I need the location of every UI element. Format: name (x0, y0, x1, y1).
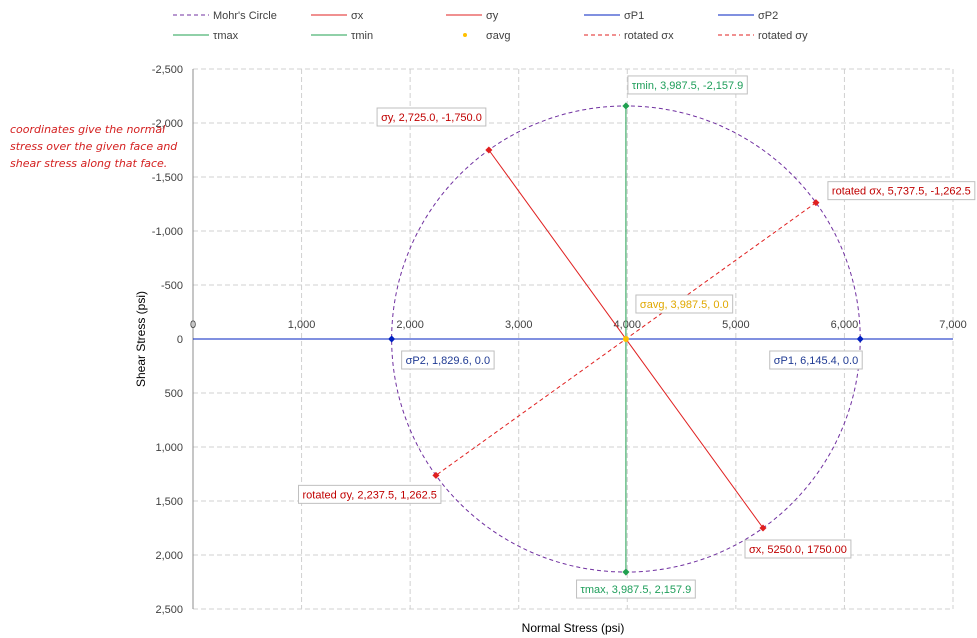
y-axis-title: Shear Stress (psi) (134, 291, 148, 387)
data-label-sigmaavg: σavg, 3,987.5, 0.0 (635, 294, 734, 314)
data-label-sigmap2: σP2, 1,829.6, 0.0 (401, 350, 495, 370)
x-axis-title: Normal Stress (psi) (522, 621, 625, 635)
svg-text:σy, 2,725.0, -1,750.0: σy, 2,725.0, -1,750.0 (381, 112, 482, 124)
legend-item-rotated-sigmax: rotated σx (584, 30, 674, 42)
legend-label: rotated σy (758, 30, 808, 42)
data-label-rotated-sigmax: rotated σx, 5,737.5, -1,262.5 (827, 181, 976, 201)
x-tick-label: 7,000 (939, 319, 967, 331)
y-tick-label: 500 (165, 388, 183, 400)
point-taumin (622, 102, 630, 110)
svg-text:τmin, 3,987.5, -2,157.9: τmin, 3,987.5, -2,157.9 (632, 80, 743, 92)
point-sigmax (759, 524, 767, 532)
legend-label: rotated σx (624, 30, 674, 42)
y-tick-label: 1,000 (155, 442, 183, 454)
legend-item-taumin: τmin (311, 30, 373, 42)
legend-item-sigmax: σx (311, 10, 364, 22)
legend-label: σP1 (624, 10, 644, 22)
y-tick-label: -1,500 (152, 172, 183, 184)
legend-item-sigmap1: σP1 (584, 10, 644, 22)
legend-label: σP2 (758, 10, 778, 22)
legend-label: Mohr's Circle (213, 10, 277, 22)
legend-marker (463, 33, 467, 37)
x-tick-label: 5,000 (722, 319, 750, 331)
y-tick-label: 0 (177, 334, 183, 346)
y-tick-label: 2,500 (155, 604, 183, 616)
y-tick-label: 2,000 (155, 550, 183, 562)
y-tick-label: -2,500 (152, 64, 183, 76)
data-label-sigmax: σx, 5250.0, 1750.00 (744, 539, 852, 559)
svg-text:rotated σx, 5,737.5, -1,262.5: rotated σx, 5,737.5, -1,262.5 (832, 186, 971, 198)
x-tick-label: 2,000 (396, 319, 424, 331)
y-tick-label: 1,500 (155, 496, 183, 508)
legend-item-sigmaavg: σavg (463, 30, 511, 42)
point-rotated-sigmay (432, 471, 440, 479)
legend-label: σy (486, 10, 499, 22)
x-tick-label: 4,000 (614, 319, 642, 331)
data-label-sigmay: σy, 2,725.0, -1,750.0 (376, 107, 487, 127)
svg-text:σP1, 6,145.4, 0.0: σP1, 6,145.4, 0.0 (774, 355, 858, 367)
legend-label: σavg (486, 30, 511, 42)
data-labels: σy, 2,725.0, -1,750.0 σx, 5250.0, 1750.00… (298, 75, 976, 599)
svg-text:τmax, 3,987.5, 2,157.9: τmax, 3,987.5, 2,157.9 (581, 584, 692, 596)
svg-text:rotated σy, 2,237.5, 1,262.5: rotated σy, 2,237.5, 1,262.5 (303, 489, 437, 501)
data-label-sigmap1: σP1, 6,145.4, 0.0 (769, 350, 863, 370)
legend: Mohr's Circle σx σy σP1 σP2 τmax τmin σavg rotat… (173, 10, 808, 42)
x-tick-label: 1,000 (288, 319, 316, 331)
point-sigmay (485, 146, 493, 154)
legend-item-taumax: τmax (173, 30, 239, 42)
legend-item-mohrs-circle: Mohr's Circle (173, 10, 277, 22)
legend-item-rotated-sigmay: rotated σy (718, 30, 808, 42)
legend-item-sigmay: σy (446, 10, 499, 22)
legend-label: σx (351, 10, 364, 22)
y-tick-label: -2,000 (152, 118, 183, 130)
svg-text:σx, 5250.0, 1750.00: σx, 5250.0, 1750.00 (749, 544, 847, 556)
x-tick-label: 3,000 (505, 319, 533, 331)
y-tick-labels: -2,500 -2,000 -1,500 -1,000 -500 0 500 1,000 1,5… (152, 64, 183, 616)
svg-text:σavg, 3,987.5, 0.0: σavg, 3,987.5, 0.0 (640, 299, 729, 311)
x-tick-labels: 0 1,000 2,000 3,000 4,000 5,000 6,000 7,000 (190, 319, 967, 331)
legend-label: τmax (213, 30, 239, 42)
data-label-taumax: τmax, 3,987.5, 2,157.9 (576, 579, 696, 599)
point-sigmap1 (856, 335, 864, 343)
x-tick-label: 0 (190, 319, 196, 331)
series (193, 102, 953, 576)
data-label-taumin: τmin, 3,987.5, -2,157.9 (627, 75, 748, 95)
point-taumax (622, 568, 630, 576)
svg-text:σP2, 1,829.6, 0.0: σP2, 1,829.6, 0.0 (406, 355, 490, 367)
point-rotated-sigmax (812, 199, 820, 207)
annotation-note: coordinates give the normal stress over … (10, 123, 178, 170)
data-label-rotated-sigmay: rotated σy, 2,237.5, 1,262.5 (298, 484, 442, 504)
point-sigmap2 (388, 335, 396, 343)
y-tick-label: -500 (161, 280, 183, 292)
x-tick-label: 6,000 (831, 319, 859, 331)
y-tick-label: -1,000 (152, 226, 183, 238)
legend-item-sigmap2: σP2 (718, 10, 778, 22)
legend-label: τmin (351, 30, 373, 42)
point-sigmaavg (622, 336, 629, 342)
